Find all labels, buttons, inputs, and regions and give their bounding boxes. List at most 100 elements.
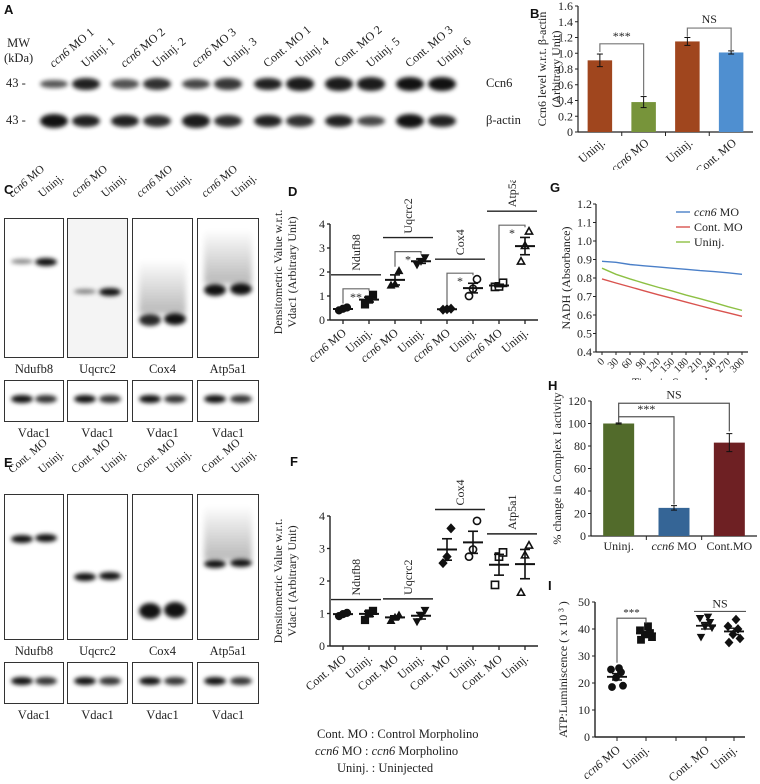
mw-marker: 43 - <box>6 76 26 90</box>
significance-label: NS <box>712 596 727 610</box>
data-series <box>515 540 535 597</box>
bar <box>718 52 744 132</box>
significance-label: * <box>405 253 411 267</box>
mw-label: MW (kDa) <box>4 36 33 66</box>
blot-band <box>40 79 68 89</box>
data-point <box>368 290 378 299</box>
y-tick-label: 1 <box>319 289 325 303</box>
bar <box>658 507 690 536</box>
blot-image <box>67 218 128 358</box>
x-tick-label: Uninj. <box>663 136 695 166</box>
blot-band <box>143 115 171 127</box>
y-axis-label: Ccn6 level w.r.t. β-actin <box>535 12 549 127</box>
data-point <box>644 622 652 631</box>
bar <box>603 423 635 536</box>
blot-band <box>230 395 252 403</box>
blot-band <box>99 288 121 296</box>
label-rest: Uninj. <box>576 136 608 166</box>
label-rest: Uninj. <box>694 235 724 249</box>
blot-image <box>4 494 64 640</box>
x-tick-label: ccn6 MO <box>652 539 697 553</box>
y-tick-label: 1.4 <box>558 15 573 29</box>
data-point <box>695 614 705 623</box>
blot-band <box>74 289 96 294</box>
data-point <box>524 540 534 549</box>
blot-image <box>197 218 259 358</box>
data-series <box>411 606 431 627</box>
blot-band <box>254 114 282 128</box>
abbrev-text: MO : <box>338 744 372 758</box>
x-tick-label: Uninj. <box>499 326 531 356</box>
data-point <box>731 614 741 625</box>
data-series <box>333 303 353 315</box>
data-series <box>359 606 379 625</box>
blot-band <box>230 283 252 295</box>
y-tick-label: 0 <box>319 639 325 653</box>
panel-label-d: D <box>288 184 298 199</box>
blot-band <box>139 395 161 403</box>
significance-label: * <box>509 226 515 240</box>
blot-protein-label: Uqcrc2 <box>79 362 116 376</box>
blot-band <box>11 535 33 543</box>
blot-band <box>428 77 456 91</box>
loading-control-label: Vdac1 <box>81 708 114 722</box>
panel-label-f: F <box>290 454 298 469</box>
blot-image <box>132 218 193 358</box>
blot-band <box>396 114 424 128</box>
significance-label: NS <box>702 12 717 26</box>
x-tick-label: Uninj. <box>499 652 531 682</box>
blot-band <box>204 284 226 296</box>
abbrev-uninj: Uninj. : Uninjected <box>315 760 478 777</box>
significance-bracket <box>446 272 474 305</box>
x-tick-label: 300 <box>728 356 747 375</box>
loading-control-label: Vdac1 <box>211 708 245 722</box>
blot-band <box>182 79 210 89</box>
legend-label: Cont. MO <box>694 220 743 234</box>
data-point <box>735 633 745 644</box>
mw-label-line1: MW <box>7 36 31 50</box>
y-tick-label: 1.0 <box>558 46 573 60</box>
data-point <box>516 587 526 597</box>
panel-label-e: E <box>4 455 13 470</box>
y-tick-label: 40 <box>574 484 586 498</box>
blot-band <box>204 677 226 685</box>
significance-label: * <box>457 274 463 288</box>
abbrev-gene2: ccn6 <box>371 744 396 758</box>
y-tick-label: 1.6 <box>558 0 573 13</box>
x-tick-label: ccn6 MO <box>608 135 652 170</box>
y-axis-label: Vdac1 (Arbitrary Unit) <box>285 525 299 636</box>
data-point <box>498 548 508 557</box>
series-line <box>601 260 743 275</box>
group-label: Atp5a1 <box>505 495 519 530</box>
blot-band <box>35 395 57 403</box>
chart-g: 0.40.50.60.70.80.91.01.11.20306090120150… <box>559 197 748 380</box>
blot-band <box>99 677 121 685</box>
blot-smear <box>204 505 252 560</box>
y-tick-label: 0 <box>580 529 586 543</box>
y-tick-label: 20 <box>574 507 586 521</box>
y-tick-label: 2 <box>319 265 325 279</box>
data-point <box>608 683 616 691</box>
data-point <box>438 558 448 569</box>
y-tick-label: 60 <box>574 462 586 476</box>
y-tick-label: 30 <box>578 649 590 663</box>
gene-name: ccn6 <box>652 539 675 553</box>
blot-band <box>35 677 57 685</box>
loading-control-blot <box>4 380 64 422</box>
blot-band <box>139 677 161 685</box>
blot-band <box>164 395 186 403</box>
protein-label: β-actin <box>486 113 521 127</box>
data-point <box>472 274 482 284</box>
label-rest: Uninj. <box>499 326 531 356</box>
y-tick-label: 0 <box>567 125 573 139</box>
abbrev-ccn6-mo: ccn6 MO : ccn6 Morpholino <box>315 743 478 760</box>
chart-b: 0 0.20.4 0.6 0.8 1.01.2 1.4 1.6 Ccn6 level w.r.… <box>535 0 753 170</box>
blot-band <box>325 77 353 91</box>
y-tick-label: 0.2 <box>558 109 573 123</box>
significance-bracket <box>498 224 526 279</box>
loading-control-label: Vdac1 <box>81 426 114 440</box>
y-tick-label: 0.4 <box>577 345 592 359</box>
label-rest: Cont. MO <box>693 135 740 170</box>
data-series <box>411 254 431 270</box>
group-label: Ndufb8 <box>349 234 363 271</box>
